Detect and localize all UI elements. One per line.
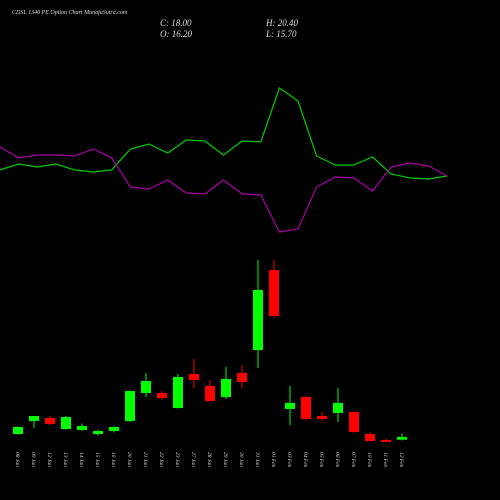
x-tick-label: 20 Jan (126, 452, 132, 467)
x-tick-label: 22 Jan (158, 452, 164, 467)
x-tick-label: 12 Feb (398, 452, 404, 468)
x-tick-label: 15 Jan (94, 452, 100, 467)
x-tick-label: 13 Jan (62, 452, 68, 467)
candle-body (93, 431, 103, 434)
x-tick-label: 05 Feb (318, 452, 324, 468)
candle-body (13, 426, 23, 434)
x-tick-label: 03 Feb (286, 452, 292, 468)
stat-low: L: 15.70 (265, 29, 297, 39)
candle-body (173, 377, 183, 409)
indicator-line (0, 146, 448, 233)
x-tick-label: 10 Feb (366, 452, 372, 468)
x-tick-label: 08 Jan (14, 452, 20, 467)
candle-body (205, 386, 215, 401)
x-tick-label: 27 Jan (190, 452, 196, 467)
candle-body (109, 426, 119, 431)
x-tick-label: 04 Feb (302, 452, 309, 468)
x-tick-label: 11 Feb (382, 452, 388, 467)
candle-body (45, 417, 55, 424)
candle-body (157, 393, 167, 398)
candle-body (285, 402, 295, 409)
candle-body (333, 402, 343, 413)
candle-body (29, 416, 39, 421)
candle-body (237, 372, 247, 382)
x-tick-label: 23 Jan (174, 452, 180, 467)
candle-body (125, 390, 135, 421)
candle-body (317, 416, 327, 419)
x-tick-label: 28 Jan (206, 452, 212, 467)
x-tick-label: 01 Feb (270, 452, 276, 468)
candle-body (221, 378, 231, 397)
x-tick-label: 07 Feb (350, 452, 356, 468)
stat-high: H: 20.40 (265, 18, 298, 28)
x-tick-label: 12 Jan (46, 452, 52, 467)
stat-close: C: 18.00 (160, 18, 192, 28)
candle-body (61, 417, 71, 430)
x-tick-label: 29 Jan (222, 452, 228, 467)
candle-body (141, 381, 151, 394)
candle-body (301, 396, 311, 419)
candle-body (397, 437, 407, 440)
x-tick-label: 30 Jan (238, 451, 244, 467)
stat-open: O: 16.20 (160, 29, 192, 39)
x-tick-label: 09 Jan (30, 452, 36, 467)
x-tick-label: 21 Jan (142, 452, 148, 467)
x-tick-label: 16 Jan (110, 452, 116, 467)
indicator-line (0, 87, 448, 180)
candle-body (349, 411, 359, 433)
candle-body (189, 374, 199, 380)
candle-body (269, 270, 279, 316)
chart-title: CDSL 1340 PE Option Chart MunafaSutra.co… (12, 9, 128, 16)
x-tick-label: 31 Jan (254, 451, 260, 467)
candle-body (77, 426, 87, 430)
x-tick-label: 14 Jan (78, 452, 85, 467)
candle-body (253, 290, 263, 350)
candle-body (365, 434, 375, 442)
x-tick-label: 06 Feb (334, 452, 340, 468)
candle-body (381, 440, 391, 442)
